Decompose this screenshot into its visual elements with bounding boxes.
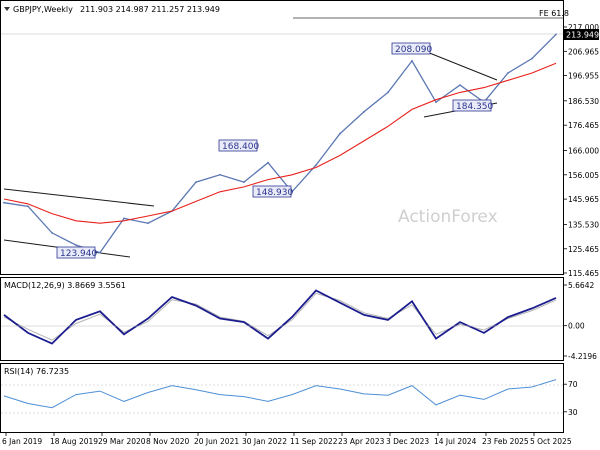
y-tick-label: 186.530: [568, 97, 599, 106]
y-tick-label: 217.000: [568, 23, 599, 32]
label-box-168: [218, 139, 258, 152]
y-tick-label: 145.965: [568, 195, 599, 204]
x-tick-label: 30 Jan 2022: [242, 437, 287, 446]
macd-tick-label: 5.6642: [568, 281, 594, 290]
label-168-400: 168.400: [222, 142, 259, 152]
label-184-350: 184.350: [456, 102, 493, 112]
y-tick-label: 176.465: [568, 121, 599, 130]
price-point: [267, 161, 269, 164]
rsi-tick-label: 30: [568, 408, 578, 417]
x-tick-label: 18 Aug 2019: [50, 437, 98, 446]
price-panel: [0, 0, 564, 275]
rsi-panel: [0, 363, 564, 433]
y-tick-label: 156.005: [568, 171, 599, 180]
x-axis: 6 Jan 2019 18 Aug 2019 29 Mar 2020 8 Nov 20…: [2, 433, 572, 446]
price-point: [195, 181, 197, 184]
price-point: [387, 91, 389, 94]
macd-panel: [0, 277, 564, 361]
header-symbol: GBPJPY,Weekly: [13, 5, 73, 14]
rsi-tick-label: 70: [568, 380, 578, 389]
rsi-series-group: [3, 379, 557, 409]
macd-line: [3, 289, 557, 345]
y-tick-label: 206.965: [568, 47, 599, 56]
y-tick-label: 166.000: [568, 147, 599, 156]
price-point: [3, 201, 5, 204]
price-annotations: 208.090 168.400 148.930 123.940 184.350: [56, 42, 493, 259]
price-point: [99, 251, 101, 254]
label-box-123: [56, 246, 96, 259]
x-tick-label: 29 Mar 2020: [98, 437, 146, 446]
x-tick-label: 14 Jul 2024: [434, 437, 477, 446]
price-point: [435, 101, 437, 103]
x-tick-label: 3 Dec 2023: [386, 437, 429, 446]
rsi-y-axis: 70 30: [563, 380, 578, 417]
price-point: [219, 173, 221, 176]
y-tick-label: 115.465: [568, 269, 599, 278]
y-tick-label: 125.465: [568, 245, 599, 254]
last-price-value: 213.949: [566, 31, 599, 40]
y-tick-label: 135.530: [568, 220, 599, 229]
price-point: [51, 232, 53, 234]
macd-title: MACD(12,26,9) 3.8669 3.5561: [4, 281, 126, 290]
label-208-090: 208.090: [395, 45, 432, 55]
macd-tick-label: -4.2196: [568, 352, 597, 361]
x-tick-label: 23 Apr 2023: [338, 437, 385, 446]
price-point: [555, 33, 557, 36]
chart-header: GBPJPY,Weekly 211.903 214.987 211.257 21…: [4, 5, 220, 14]
rsi-line: [3, 379, 557, 409]
price-point: [291, 190, 293, 193]
label-148-930: 148.930: [256, 188, 293, 198]
header-ohlc: 211.903 214.987 211.257 213.949: [80, 5, 220, 14]
price-y-axis: 217.000 206.965 196.955 186.530 176.465 166.0…: [563, 23, 599, 278]
price-point: [339, 132, 341, 135]
price-point: [411, 60, 413, 62]
macd-series-group: [3, 289, 557, 345]
collapse-triangle-icon: [4, 7, 10, 11]
x-tick-label: 23 Feb 2025: [482, 437, 529, 446]
price-point: [27, 205, 29, 208]
label-box-208: [391, 42, 431, 55]
triangle-upper-line: [426, 51, 498, 81]
fe-61-8-label: FE 61.8: [539, 9, 569, 18]
label-box-184: [452, 99, 492, 112]
price-point: [123, 217, 125, 220]
x-tick-label: 5 Oct 2025: [530, 437, 572, 446]
price-point: [507, 72, 509, 74]
sma-line: [3, 62, 557, 224]
x-tick-label: 20 Jun 2021: [194, 437, 239, 446]
price-point: [243, 181, 245, 184]
price-point: [363, 110, 365, 113]
label-123-940: 123.940: [60, 249, 97, 259]
last-price-tag: [564, 29, 599, 40]
price-series-group: [3, 33, 557, 254]
price-point: [531, 57, 533, 60]
price-point: [459, 84, 461, 86]
x-tick-label: 6 Jan 2019: [2, 437, 42, 446]
label-box-148: [252, 185, 292, 198]
macd-tick-label: 0.00: [568, 322, 585, 331]
watermark: ActionForex: [398, 207, 498, 227]
x-tick-label: 8 Nov 2020: [146, 437, 189, 446]
rsi-title: RSI(14) 76.7235: [4, 367, 69, 376]
price-point: [147, 222, 149, 225]
price-point: [315, 164, 317, 167]
y-tick-label: 196.955: [568, 72, 599, 81]
macd-y-axis: 5.6642 0.00 -4.2196: [563, 281, 597, 361]
price-point: [75, 244, 77, 247]
upper-channel-line: [3, 188, 155, 207]
x-tick-label: 11 Sep 2022: [290, 437, 338, 446]
